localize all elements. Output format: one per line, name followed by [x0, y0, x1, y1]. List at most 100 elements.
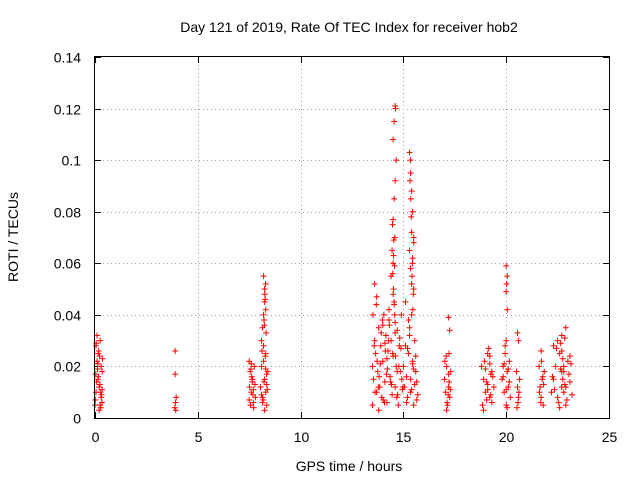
data-point — [260, 273, 267, 280]
data-point — [260, 358, 267, 365]
data-point — [172, 399, 179, 406]
data-point — [98, 399, 105, 406]
data-point — [95, 373, 102, 380]
data-point — [504, 306, 511, 313]
data-point — [410, 239, 417, 246]
data-point — [247, 402, 254, 409]
data-point — [390, 291, 397, 298]
data-point — [500, 363, 507, 370]
data-point — [380, 396, 387, 403]
data-point — [536, 389, 543, 396]
data-point — [405, 317, 412, 324]
data-point — [484, 386, 491, 393]
data-point — [481, 358, 488, 365]
data-point — [98, 363, 105, 370]
data-point — [503, 262, 510, 269]
data-point — [480, 376, 487, 383]
data-point — [539, 376, 546, 383]
data-point — [382, 332, 389, 339]
data-point — [251, 381, 258, 388]
data-point — [263, 381, 270, 388]
data-point — [405, 350, 412, 357]
data-point — [378, 394, 385, 401]
data-point — [381, 378, 388, 385]
data-point — [388, 381, 395, 388]
data-point — [99, 368, 106, 375]
data-point — [259, 394, 266, 401]
data-point — [260, 396, 267, 403]
data-point — [97, 337, 104, 344]
data-point — [261, 322, 268, 329]
data-point — [96, 381, 103, 388]
data-point — [386, 306, 393, 313]
data-point — [548, 389, 555, 396]
data-point — [403, 399, 410, 406]
data-point — [264, 386, 271, 393]
data-point — [381, 399, 388, 406]
data-point — [369, 311, 376, 318]
data-point — [409, 273, 416, 280]
data-point — [503, 402, 510, 409]
data-point — [389, 391, 396, 398]
data-point — [537, 399, 544, 406]
data-point — [99, 355, 106, 362]
data-point — [501, 360, 508, 367]
data-point — [373, 301, 380, 308]
data-point — [392, 329, 399, 336]
data-point — [371, 342, 378, 349]
data-point — [441, 376, 448, 383]
data-point — [372, 389, 379, 396]
data-point — [377, 360, 384, 367]
data-point — [443, 353, 450, 360]
data-point — [371, 280, 378, 287]
x-tick-label: 0 — [92, 429, 100, 445]
data-point — [391, 311, 398, 318]
x-tick-label: 15 — [396, 429, 412, 445]
data-point — [551, 386, 558, 393]
data-point — [479, 402, 486, 409]
data-point — [443, 363, 450, 370]
data-point — [554, 337, 561, 344]
data-point — [442, 389, 449, 396]
data-point — [403, 373, 410, 380]
data-point — [504, 404, 511, 411]
data-point — [409, 255, 416, 262]
data-point — [410, 234, 417, 241]
data-point — [262, 280, 269, 287]
data-point — [486, 360, 493, 367]
data-point — [447, 386, 454, 393]
data-point — [486, 394, 493, 401]
data-point — [488, 399, 495, 406]
data-point — [487, 391, 494, 398]
grid-lines — [95, 57, 609, 418]
data-point — [249, 376, 256, 383]
data-point — [384, 366, 391, 373]
data-point — [505, 366, 512, 373]
data-point — [499, 376, 506, 383]
data-point — [515, 394, 522, 401]
data-point — [410, 366, 417, 373]
data-point — [503, 288, 510, 295]
data-point — [409, 208, 416, 215]
data-point — [557, 366, 564, 373]
data-point — [258, 363, 265, 370]
data-point — [94, 332, 101, 339]
y-tick-label: 0.08 — [54, 205, 81, 221]
data-point — [445, 371, 452, 378]
data-point — [446, 378, 453, 385]
data-point — [503, 386, 510, 393]
data-point — [502, 350, 509, 357]
data-point — [248, 360, 255, 367]
data-point — [97, 389, 104, 396]
y-tick-label: 0.06 — [54, 256, 81, 272]
data-point — [390, 237, 397, 244]
data-point — [410, 402, 417, 409]
data-point — [485, 345, 492, 352]
data-point — [561, 381, 568, 388]
data-point — [172, 371, 179, 378]
data-point — [92, 396, 99, 403]
data-point — [558, 332, 565, 339]
data-point — [536, 363, 543, 370]
data-point — [558, 347, 565, 354]
data-point — [391, 118, 398, 125]
